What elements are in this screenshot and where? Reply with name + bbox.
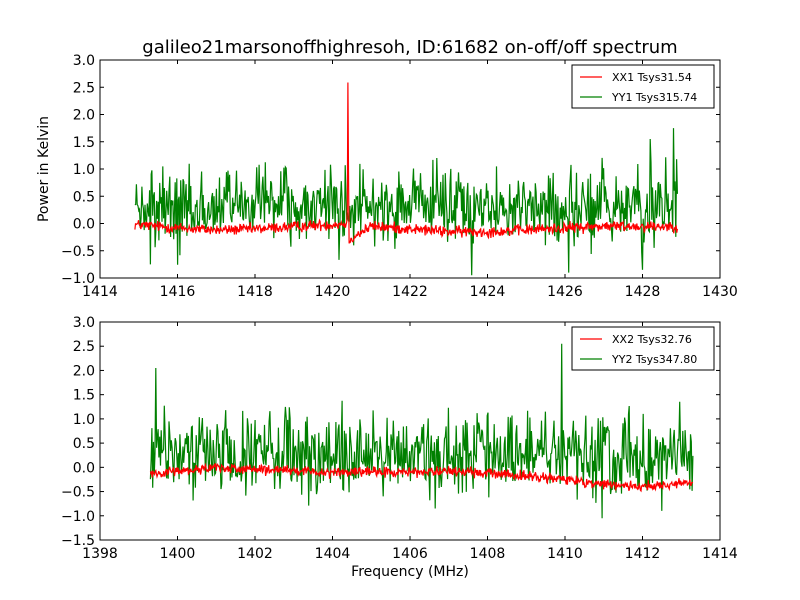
x-tick-label: 1410	[547, 546, 583, 562]
x-tick-label: 1408	[470, 546, 506, 562]
y-tick-label: −0.5	[61, 244, 95, 260]
x-tick-label: 1422	[392, 284, 428, 300]
y-axis-label-top: Power in Kelvin	[36, 116, 52, 222]
x-tick-label: 1400	[160, 546, 196, 562]
y-tick-label: 0.0	[73, 217, 95, 233]
x-tick-label: 1418	[237, 284, 273, 300]
x-tick-label: 1424	[470, 284, 506, 300]
y-tick-label: 0.5	[73, 436, 95, 452]
legend: XX1 Tsys31.54 YY1 Tsys315.74	[571, 64, 715, 109]
x-axis-label-bottom: Frequency (MHz)	[351, 564, 469, 580]
x-tick-label: 1414	[82, 284, 118, 300]
x-tick-label: 1402	[237, 546, 273, 562]
y-tick-label: 0.5	[73, 189, 95, 205]
x-tick-label: 1428	[625, 284, 661, 300]
y-tick-label: 3.0	[73, 315, 95, 331]
plot-area	[149, 343, 694, 519]
x-tick-label: 1416	[160, 284, 196, 300]
y-tick-label: 1.5	[73, 388, 95, 404]
x-tick-label: 1404	[315, 546, 351, 562]
legend-box	[571, 64, 715, 109]
y-tick-label: −1.0	[61, 509, 95, 525]
y-tick-label: −1.0	[61, 271, 95, 287]
x-tick-label: 1426	[547, 284, 583, 300]
y-tick-label: −1.5	[61, 533, 95, 549]
x-tick-label: 1414	[702, 546, 738, 562]
legend-entry: YY1 Tsys315.74	[611, 91, 697, 104]
legend: XX2 Tsys32.76 YY2 Tsys347.80	[571, 326, 715, 371]
plot-area	[134, 82, 678, 276]
x-tick-label: 1406	[392, 546, 428, 562]
x-tick-label: 1398	[82, 546, 118, 562]
y-tick-label: 2.0	[73, 363, 95, 379]
y-tick-label: 0.0	[73, 460, 95, 476]
legend-entry: YY2 Tsys347.80	[611, 353, 697, 366]
y-tick-label: 1.0	[73, 412, 95, 428]
y-tick-label: 2.5	[73, 80, 95, 96]
y-tick-label: 3.0	[73, 53, 95, 69]
chart-title: galileo21marsonoffhighresoh, ID:61682 on…	[142, 37, 677, 58]
legend-entry: XX1 Tsys31.54	[612, 71, 692, 84]
x-tick-label: 1430	[702, 284, 738, 300]
legend-entry: XX2 Tsys32.76	[612, 333, 692, 346]
series-line-xx2	[149, 462, 694, 493]
legend-box	[571, 326, 715, 371]
y-tick-label: 2.5	[73, 339, 95, 355]
bottom-spectrum-plot: 1398 1400 1402 1404 1406 1408 1410 1412 1414 −1.5…	[61, 315, 738, 562]
x-tick-label: 1420	[315, 284, 351, 300]
y-tick-label: −0.5	[61, 485, 95, 501]
x-tick-label: 1412	[625, 546, 661, 562]
y-tick-label: 1.0	[73, 162, 95, 178]
y-tick-label: 2.0	[73, 108, 95, 124]
series-line-xx1	[134, 82, 678, 244]
y-tick-label: 1.5	[73, 135, 95, 151]
series-line-yy1	[134, 128, 678, 276]
top-spectrum-plot: 1414 1416 1418 1420 1422 1424 1426 1428 1430 −1.0…	[61, 53, 738, 300]
